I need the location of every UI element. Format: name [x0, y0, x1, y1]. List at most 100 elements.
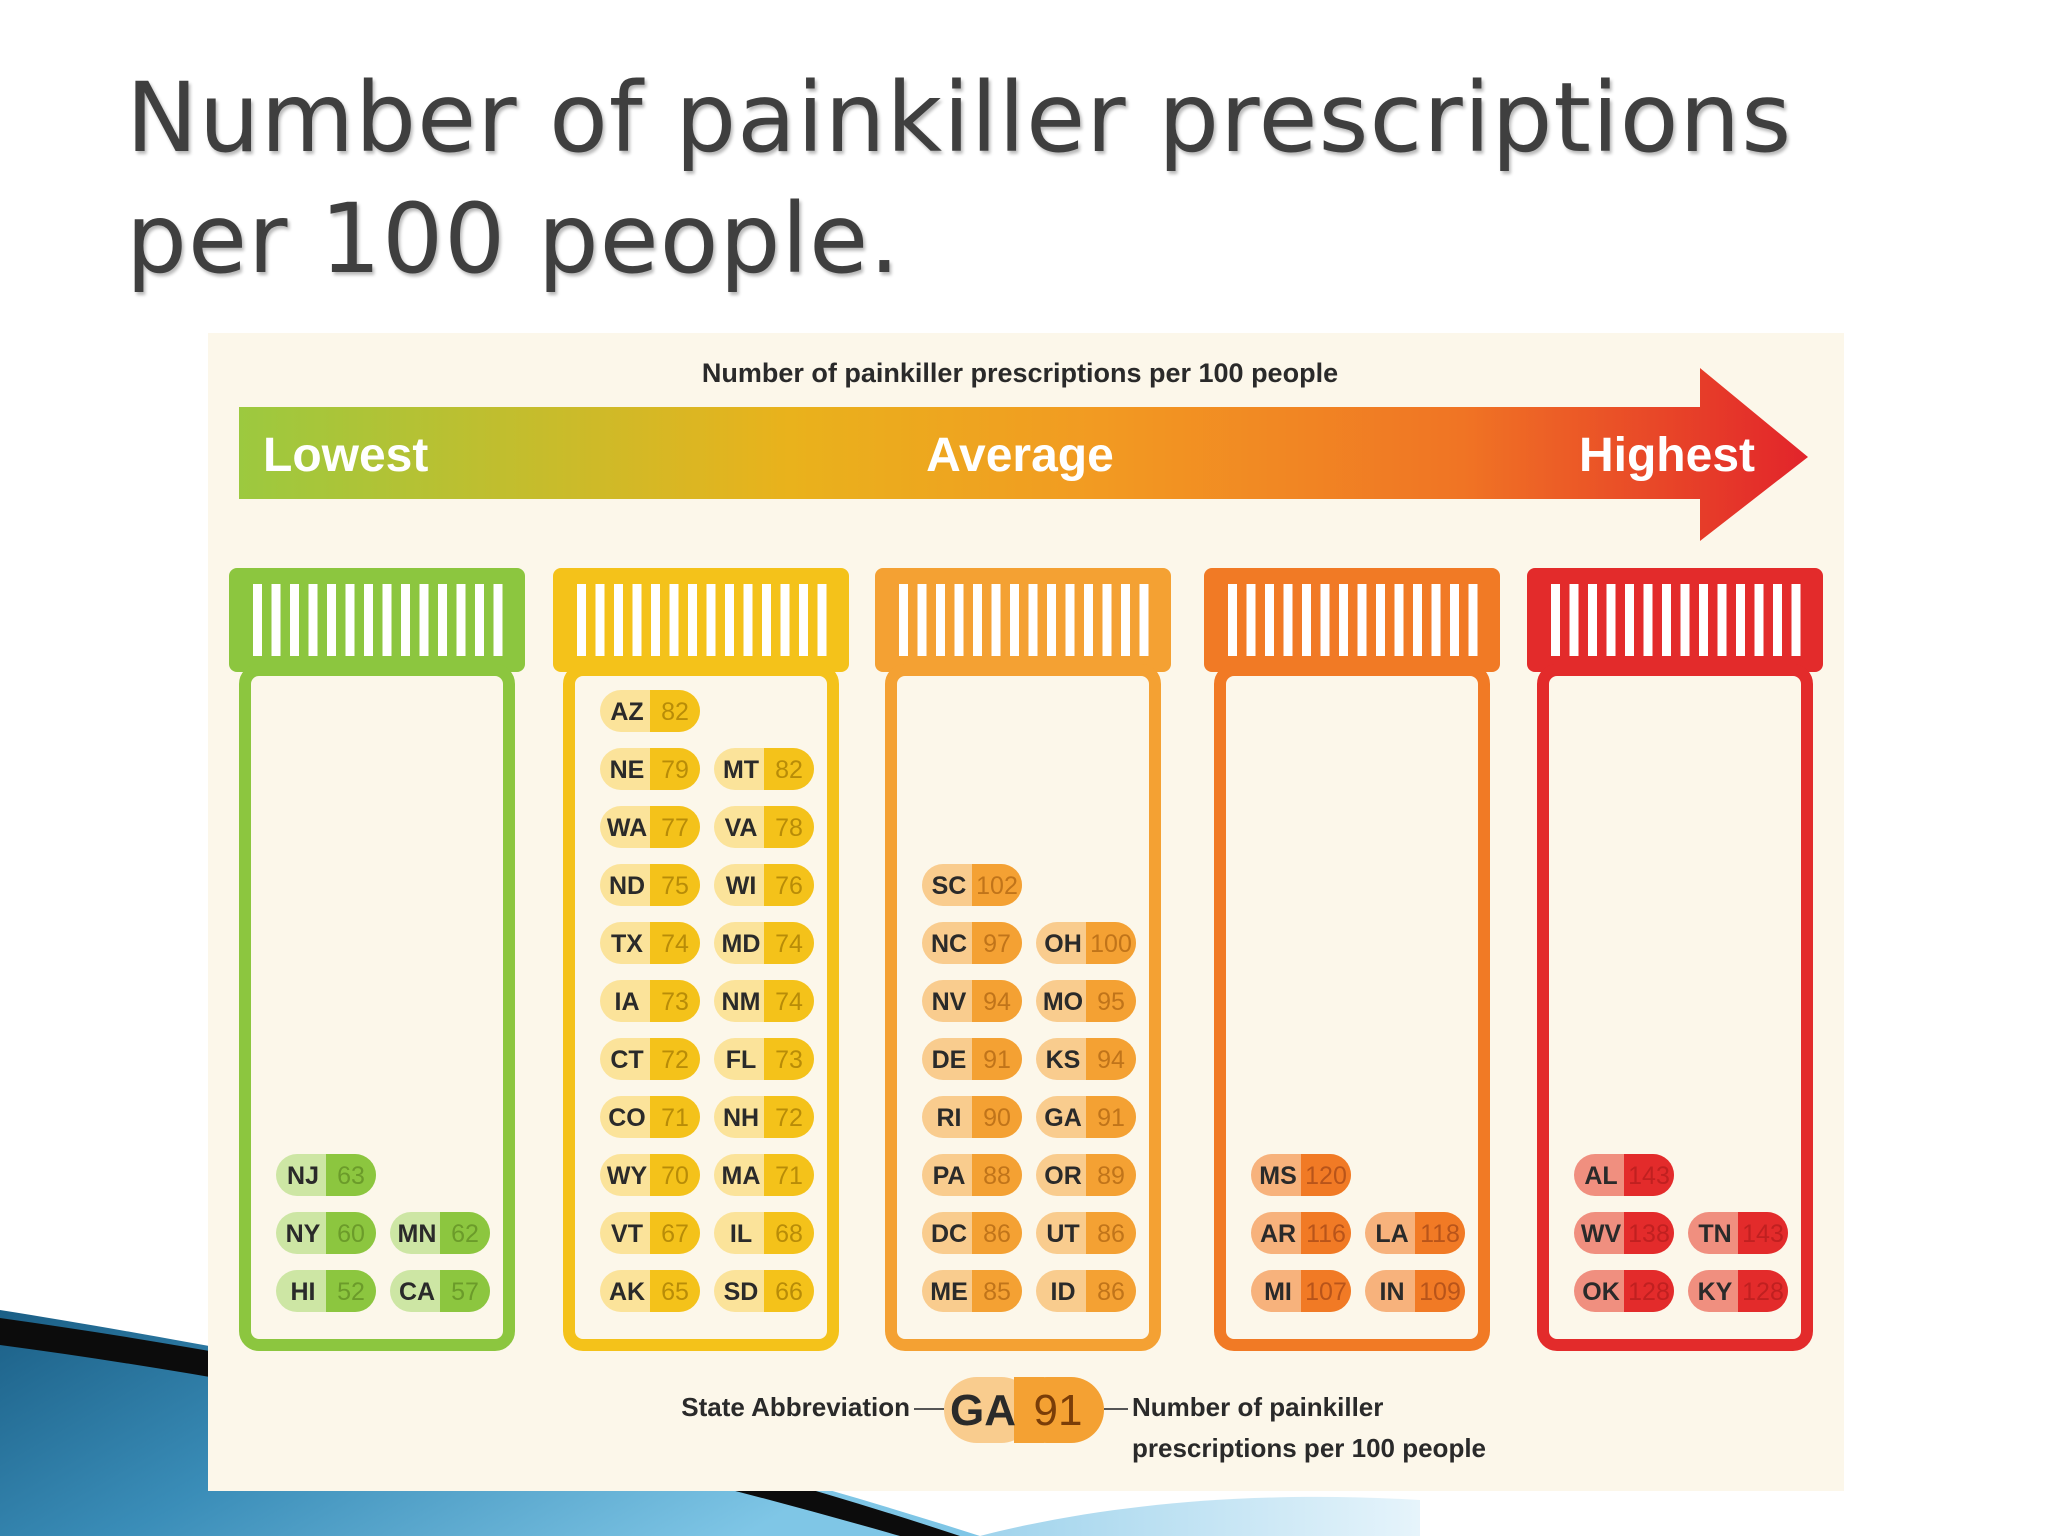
cap-ridge: [1450, 584, 1459, 656]
cap-ridge: [308, 584, 318, 656]
bottle-groups: NJ 63 NY 60 MN 62 HI 52 CA 57 AZ 82 NE 79 MT 82 WA 77 VA 78…: [229, 568, 1823, 1351]
state-value: 74: [775, 930, 803, 958]
state-value: 67: [661, 1220, 689, 1248]
cap-ridge: [954, 584, 964, 656]
cap-ridge: [762, 584, 771, 656]
cap-ridge: [1357, 584, 1367, 656]
cap-ridge: [614, 584, 623, 656]
state-code: NJ: [287, 1162, 319, 1190]
cap-ridge: [1680, 584, 1690, 656]
cap-ridge: [345, 584, 355, 656]
cap-ridge: [1413, 584, 1422, 656]
state-code: PA: [933, 1162, 966, 1190]
pill-value-join: [764, 748, 785, 790]
state-code: MA: [722, 1162, 761, 1190]
cap-ridge: [1468, 584, 1478, 656]
pill-value-join: [326, 1212, 347, 1254]
state-pill: TX 74: [600, 922, 700, 964]
cap-ridge: [327, 584, 336, 656]
state-code: AK: [609, 1278, 645, 1306]
state-pill: AZ 82: [600, 690, 700, 732]
state-value: 138: [1628, 1220, 1670, 1248]
state-code: IL: [730, 1220, 752, 1248]
pill-value-join: [764, 1038, 785, 1080]
state-pill: VT 67: [600, 1212, 700, 1254]
state-code: WI: [726, 872, 757, 900]
pill-value-join: [1624, 1270, 1645, 1312]
cap-ridge: [1588, 584, 1597, 656]
pill-value-join: [1086, 1270, 1107, 1312]
cap-ridge: [669, 584, 679, 656]
state-value: 102: [976, 872, 1018, 900]
state-code: TN: [1698, 1220, 1731, 1248]
state-value: 88: [983, 1162, 1011, 1190]
state-value: 90: [983, 1104, 1011, 1132]
state-code: FL: [726, 1046, 757, 1074]
swoosh-light: [980, 1496, 1420, 1536]
pill-value-join: [972, 1270, 993, 1312]
bottle-body: [239, 664, 515, 1351]
state-pill: HI 52: [276, 1270, 376, 1312]
state-value: 74: [775, 988, 803, 1016]
legend-example-state: GA: [950, 1386, 1016, 1435]
state-pill: OK 128: [1574, 1270, 1674, 1312]
state-pill: KS 94: [1036, 1038, 1136, 1080]
scale-label-highest: Highest: [1579, 429, 1755, 482]
state-value: 68: [775, 1220, 803, 1248]
cap-ridge: [419, 584, 429, 656]
state-code: WV: [1581, 1220, 1622, 1248]
state-pill: CO 71: [600, 1096, 700, 1138]
bottle-3: SC 102 NC 97 OH 100 NV 94 MO 95 DE 91 KS 94 RI 90 GA 91 PA…: [875, 568, 1171, 1351]
state-code: NV: [932, 988, 967, 1016]
state-pill: OR 89: [1036, 1154, 1136, 1196]
bottle-cap: [553, 568, 849, 672]
state-code: CT: [610, 1046, 643, 1074]
state-value: 85: [983, 1278, 1011, 1306]
state-value: 70: [661, 1162, 689, 1190]
cap-ridge: [706, 584, 716, 656]
state-pill: AR 116: [1251, 1212, 1351, 1254]
slide-title-line2: per 100 people.: [126, 183, 901, 295]
bottle-cap: [875, 568, 1171, 672]
state-value: 78: [775, 814, 803, 842]
pill-value-join: [1086, 1096, 1107, 1138]
pill-value-join: [650, 1096, 671, 1138]
cap-ridge: [917, 584, 927, 656]
bottle-cap: [1527, 568, 1823, 672]
state-value: 65: [661, 1278, 689, 1306]
state-value: 52: [337, 1278, 365, 1306]
cap-ridge: [382, 584, 392, 656]
pill-value-join: [972, 1154, 993, 1196]
state-code: IA: [615, 988, 640, 1016]
cap-ridge: [1265, 584, 1274, 656]
cap-ridge: [475, 584, 484, 656]
cap-ridge: [1606, 584, 1616, 656]
infographic: Number of painkiller prescriptions per 1…: [208, 333, 1844, 1491]
state-value: 94: [1097, 1046, 1125, 1074]
state-value: 63: [337, 1162, 365, 1190]
bottle-4: MS 120 AR 116 LA 118 MI 107 IN 109: [1204, 568, 1500, 1351]
pill-value-join: [972, 1096, 993, 1138]
state-value: 76: [775, 872, 803, 900]
state-pill: MD 74: [714, 922, 814, 964]
state-pill: CT 72: [600, 1038, 700, 1080]
pill-value-join: [650, 806, 671, 848]
state-pill: AL 143: [1574, 1154, 1674, 1196]
state-value: 74: [661, 930, 689, 958]
pill-value-join: [650, 1038, 671, 1080]
cap-ridge: [1569, 584, 1579, 656]
cap-ridge: [493, 584, 503, 656]
state-pill: GA 91: [1036, 1096, 1136, 1138]
state-code: ME: [930, 1278, 968, 1306]
cap-ridge: [936, 584, 945, 656]
cap-ridge: [401, 584, 410, 656]
cap-ridge: [1551, 584, 1560, 656]
state-code: KS: [1046, 1046, 1081, 1074]
state-pill: NE 79: [600, 748, 700, 790]
state-code: NH: [723, 1104, 759, 1132]
bottle-cap: [229, 568, 525, 672]
state-value: 107: [1305, 1278, 1347, 1306]
state-code: DE: [932, 1046, 967, 1074]
bottle-5: AL 143 WV 138 TN 143 OK 128 KY 128: [1527, 568, 1823, 1351]
state-value: 71: [661, 1104, 689, 1132]
